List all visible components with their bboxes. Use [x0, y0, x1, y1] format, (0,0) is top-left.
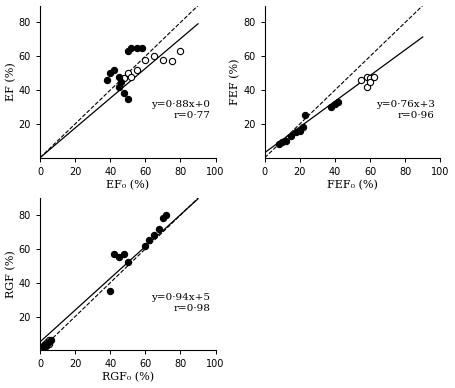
Y-axis label: FEF (%): FEF (%)	[230, 58, 241, 105]
X-axis label: EF₀ (%): EF₀ (%)	[106, 180, 149, 190]
Text: y=0·88x+0
r=0·77: y=0·88x+0 r=0·77	[151, 100, 210, 120]
Text: y=0·76x+3
r=0·96: y=0·76x+3 r=0·96	[376, 100, 435, 120]
X-axis label: RGF₀ (%): RGF₀ (%)	[102, 372, 154, 383]
Y-axis label: EF (%): EF (%)	[5, 62, 16, 101]
Y-axis label: RGF (%): RGF (%)	[5, 250, 16, 298]
Text: y=0·94x+5
r=0·98: y=0·94x+5 r=0·98	[151, 293, 210, 313]
X-axis label: FEF₀ (%): FEF₀ (%)	[327, 180, 378, 190]
